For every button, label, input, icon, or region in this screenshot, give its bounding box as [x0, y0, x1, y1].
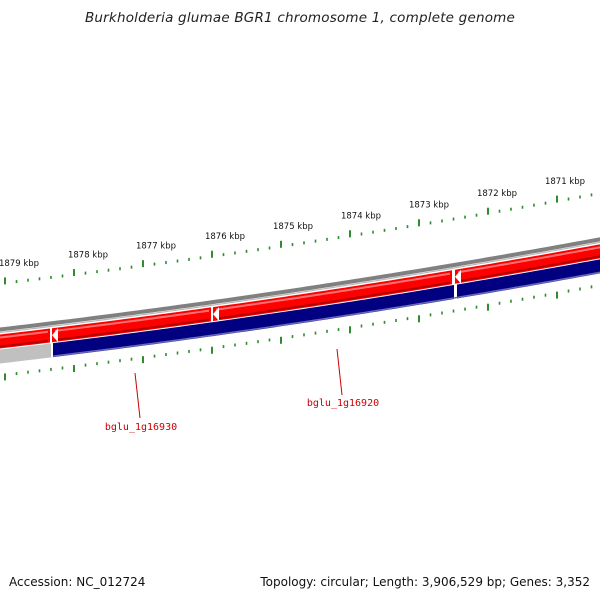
forward-gene-shade-4 — [457, 255, 600, 283]
forward-gene-arrowhead-4 — [455, 269, 461, 284]
ruler-label: 1877 kbp — [136, 241, 176, 251]
gene-leader-line — [336, 348, 343, 396]
gene-leader-line — [134, 372, 141, 419]
gene-label: bglu_1g16930 — [105, 422, 177, 433]
ruler-label: 1875 kbp — [273, 222, 313, 232]
gene-label: bglu_1g16920 — [307, 398, 379, 409]
ruler-label: 1873 kbp — [409, 201, 449, 211]
forward-gene-shade-2 — [54, 318, 210, 341]
forward-gene-highlight-4 — [457, 246, 600, 274]
ruler-label: 1879 kbp — [0, 259, 39, 269]
forward-gene-highlight-1 — [0, 330, 49, 339]
backbone-line — [0, 237, 600, 332]
forward-gene-shade-1 — [0, 339, 49, 348]
reverse-gene-inactive — [0, 343, 51, 364]
reverse-gene-edge — [52, 271, 600, 357]
forward-gene-shade-3 — [215, 281, 451, 320]
backbone-shadow — [0, 241, 600, 334]
reverse-gene-2 — [457, 259, 600, 299]
page-title: Burkholderia glumae BGR1 chromosome 1, c… — [84, 10, 516, 26]
forward-gene-highlight-3 — [215, 272, 451, 311]
ruler-label: 1874 kbp — [341, 212, 381, 222]
reverse-gene-1 — [53, 284, 454, 358]
accession-text: Accession: NC_012724 — [9, 575, 146, 589]
ruler-label: 1878 kbp — [68, 250, 108, 260]
forward-gene-highlight-2 — [54, 309, 210, 332]
ruler-label: 1871 kbp — [545, 177, 585, 187]
genome-summary-text: Topology: circular; Length: 3,906,529 bp… — [260, 575, 590, 589]
ruler-label: 1876 kbp — [205, 232, 245, 242]
forward-gene-arrowhead-3 — [213, 307, 219, 322]
forward-gene-arrowhead-2 — [52, 328, 58, 343]
ruler-label: 1872 kbp — [477, 189, 517, 199]
